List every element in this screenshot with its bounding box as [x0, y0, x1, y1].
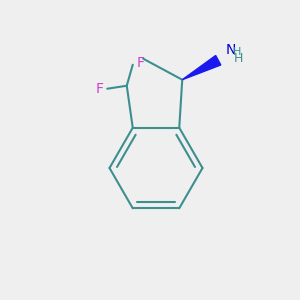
Polygon shape [182, 56, 221, 80]
Text: N: N [226, 43, 236, 57]
Text: H: H [233, 46, 242, 57]
Text: H: H [233, 52, 243, 65]
Text: F: F [136, 56, 144, 70]
Text: F: F [96, 82, 104, 96]
